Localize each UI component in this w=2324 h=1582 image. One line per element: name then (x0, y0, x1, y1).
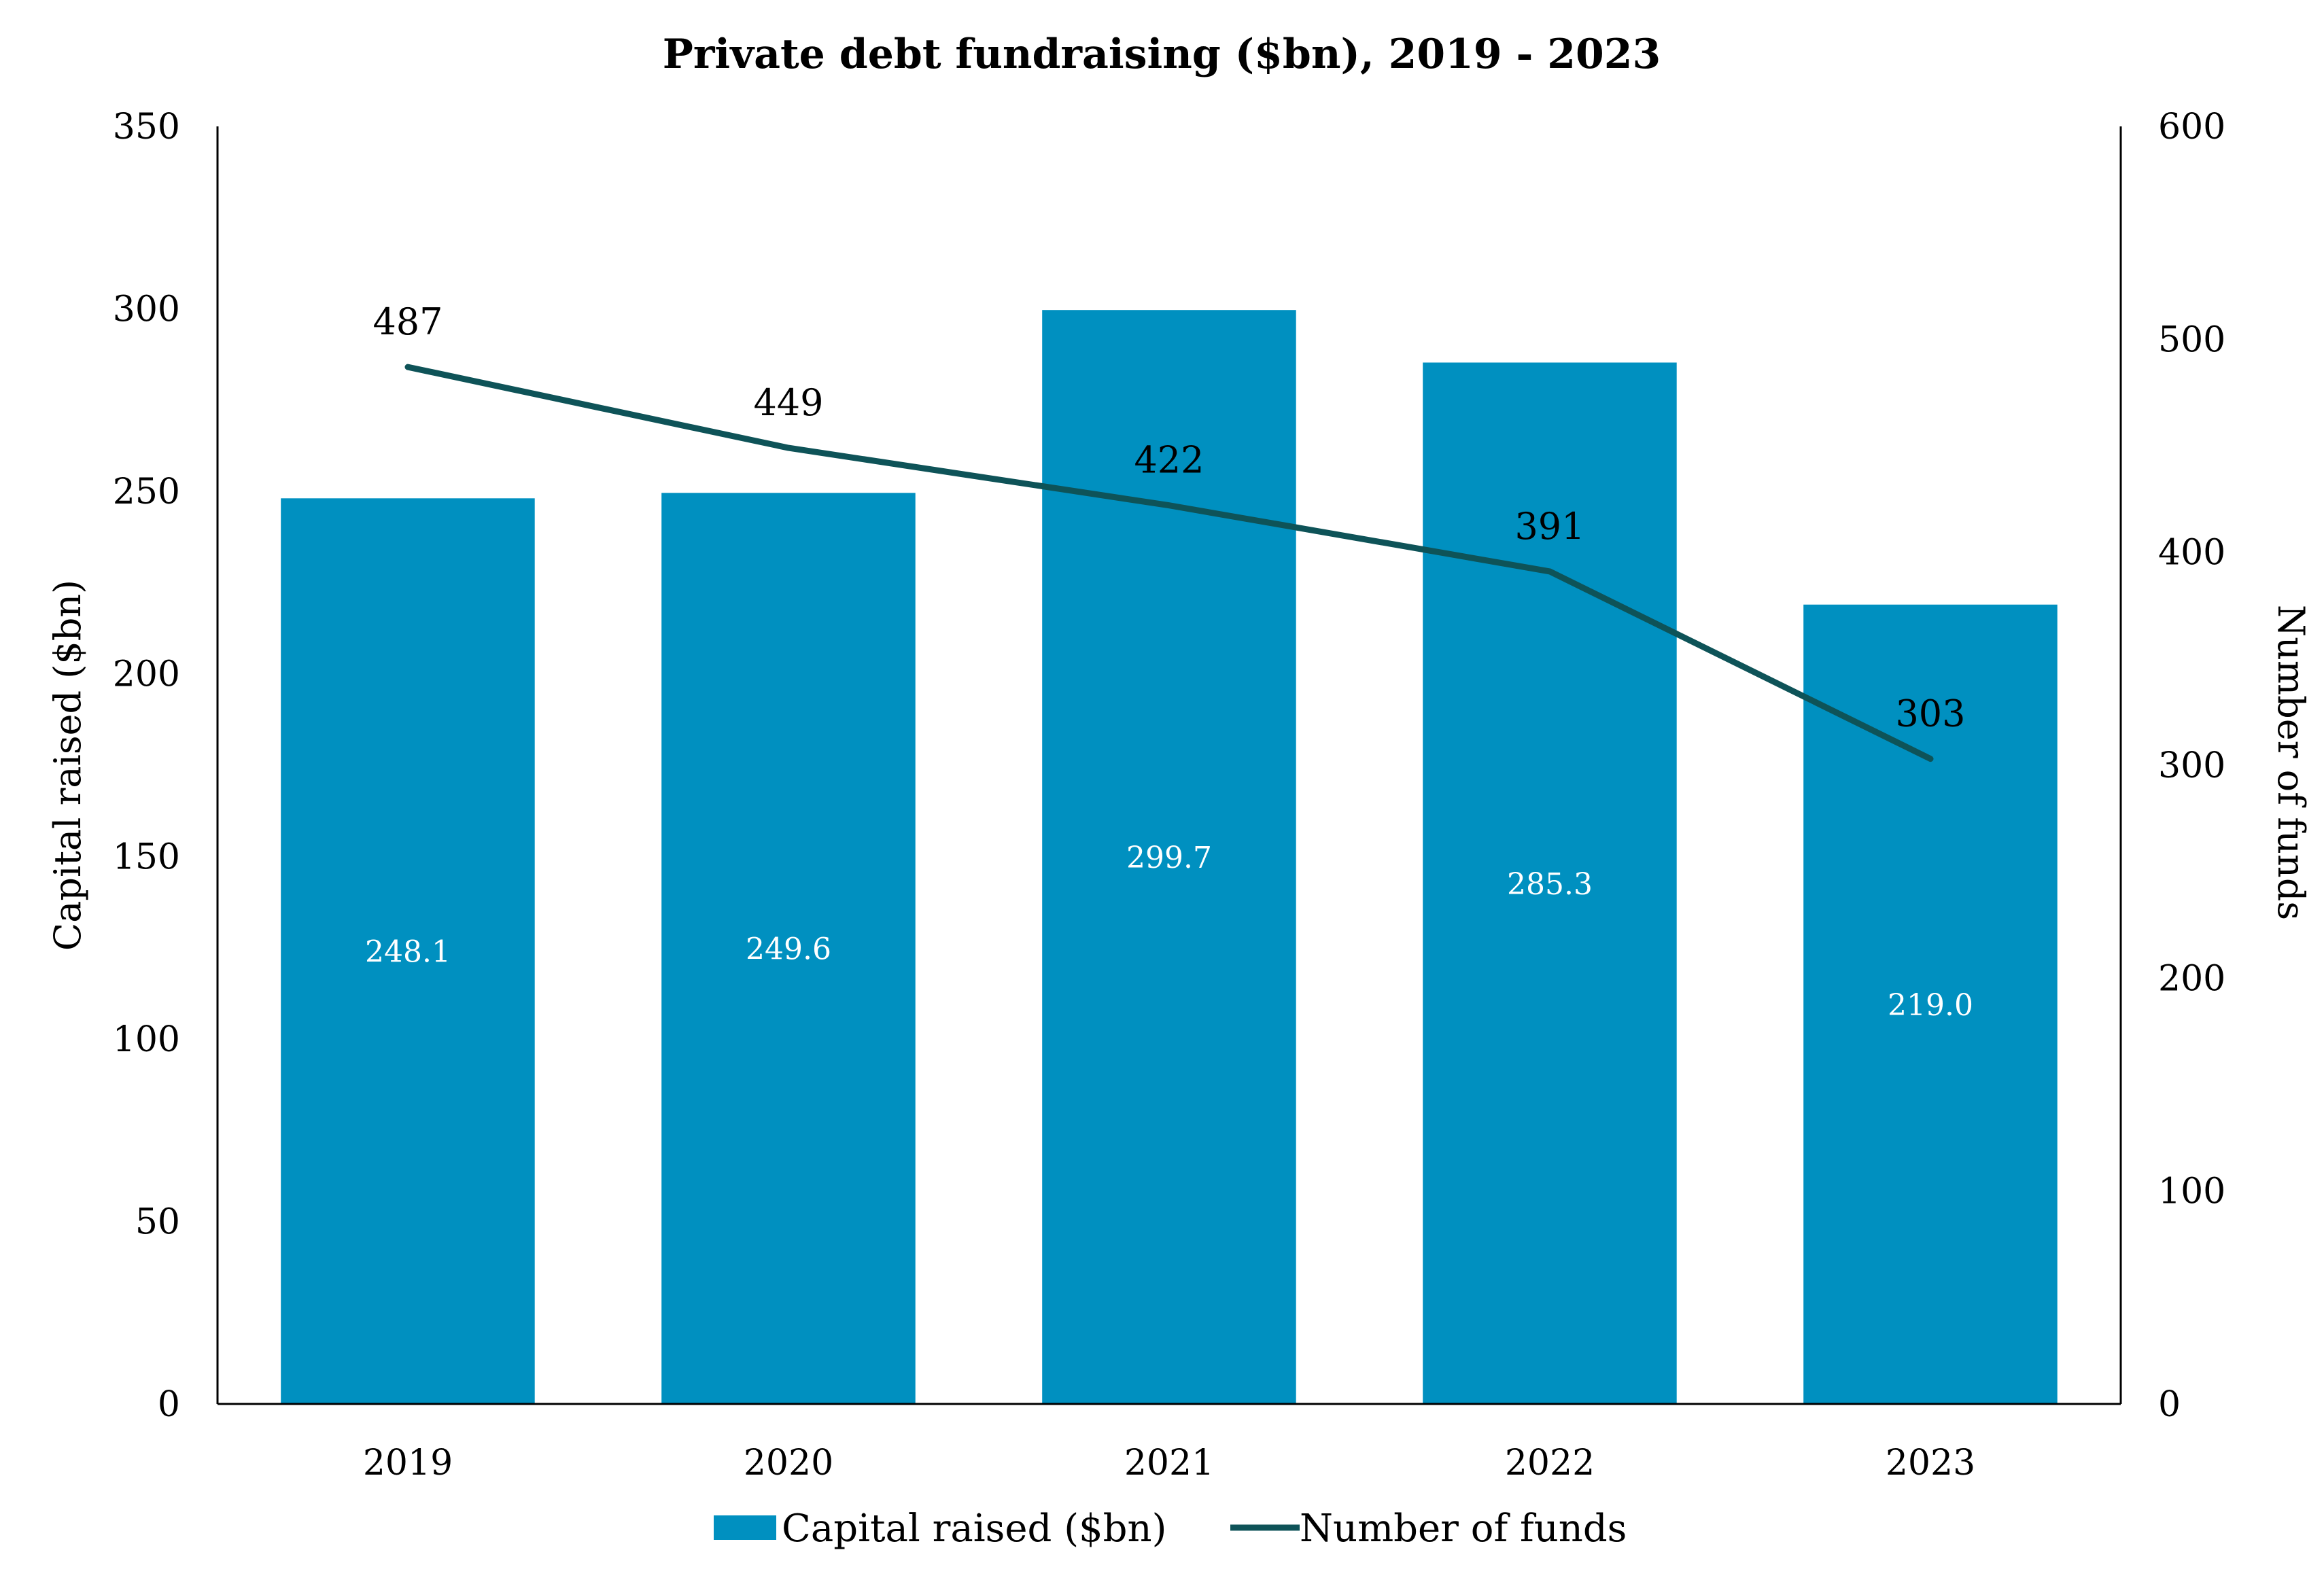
y-right-tick-label: 500 (2158, 319, 2225, 360)
axes-layer: 0 50 100 150 200 250 300 350 0 100 200 300 400 500 600… (46, 107, 2312, 1483)
y-right-tick-label: 600 (2158, 107, 2225, 147)
chart-title: Private debt fundraising ($bn), 2019 - 2… (663, 31, 1661, 78)
number-of-funds-line (404, 364, 1934, 762)
bar-value-label: 249.6 (746, 932, 831, 967)
bar-2019 (281, 498, 535, 1404)
bars-layer (281, 310, 2058, 1405)
labels-layer: 248.1 249.6 299.7 285.3 219.0 487 449 422 391 303 (365, 300, 1973, 1023)
y-left-tick-label: 200 (113, 654, 180, 695)
bar-2023 (1803, 604, 2058, 1405)
x-tick-label: 2020 (744, 1443, 833, 1483)
y-left-tick-label: 150 (113, 837, 180, 877)
legend-label-number-of-funds: Number of funds (1300, 1507, 1627, 1551)
y-right-tick-label: 300 (2158, 745, 2225, 786)
bar-value-label: 248.1 (365, 935, 451, 970)
line-layer (404, 364, 1934, 762)
x-tick-label: 2022 (1505, 1443, 1595, 1483)
x-tick-label: 2021 (1124, 1443, 1214, 1483)
bar-value-label: 219.0 (1888, 988, 1973, 1023)
y-left-tick-label: 300 (113, 289, 180, 330)
line-value-label: 422 (1134, 439, 1204, 482)
legend: Capital raised ($bn) Number of funds (714, 1507, 1627, 1551)
y-left-tick-label: 0 (158, 1384, 180, 1425)
line-value-label: 487 (372, 300, 443, 343)
y-left-tick-label: 250 (113, 472, 180, 512)
y-left-tick-label: 350 (113, 107, 180, 147)
bar-value-label: 299.7 (1126, 841, 1212, 875)
x-tick-label: 2023 (1886, 1443, 1975, 1483)
line-value-label: 303 (1895, 692, 1965, 735)
y-axis-right-title: Number of funds (2270, 605, 2312, 920)
y-left-tick-label: 100 (113, 1019, 180, 1060)
x-tick-label: 2019 (363, 1443, 453, 1483)
y-right-tick-label: 200 (2158, 958, 2225, 999)
y-left-tick-label: 50 (135, 1201, 180, 1242)
bar-value-label: 285.3 (1507, 867, 1593, 902)
line-value-label: 391 (1514, 505, 1584, 548)
y-right-tick-label: 400 (2158, 533, 2225, 574)
y-axis-left-title: Capital raised ($bn) (46, 580, 89, 951)
legend-label-capital-raised: Capital raised ($bn) (782, 1507, 1166, 1551)
y-right-tick-label: 0 (2158, 1384, 2181, 1425)
y-right-tick-label: 100 (2158, 1172, 2225, 1212)
bar-2022 (1423, 362, 1677, 1404)
legend-swatch-capital-raised (714, 1515, 776, 1540)
line-value-label: 449 (753, 381, 823, 424)
bar-2020 (661, 493, 916, 1404)
